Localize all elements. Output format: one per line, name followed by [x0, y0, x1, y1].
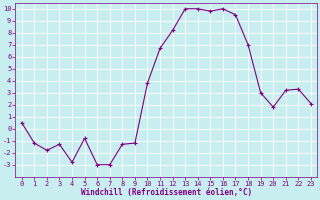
X-axis label: Windchill (Refroidissement éolien,°C): Windchill (Refroidissement éolien,°C)	[81, 188, 252, 197]
